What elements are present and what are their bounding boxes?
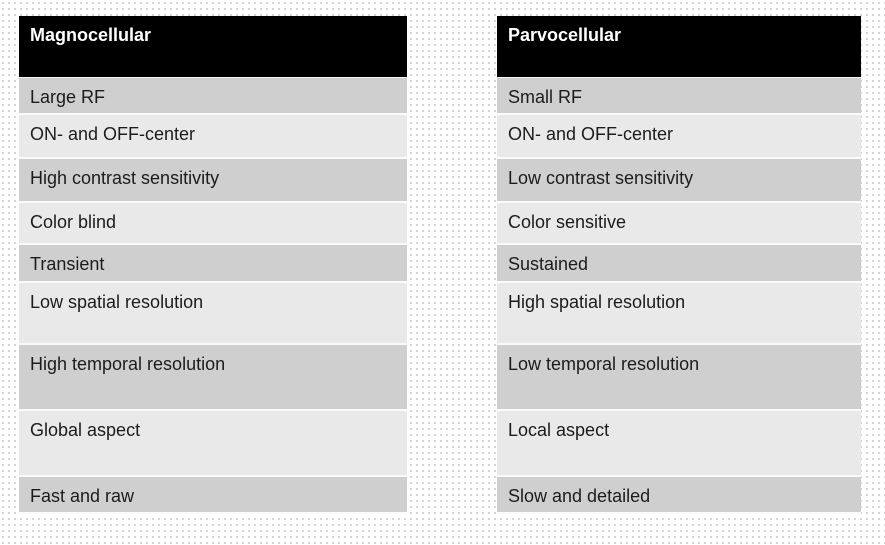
magnocellular-row-receptive-field: Large RF xyxy=(19,78,407,115)
magnocellular-row-spatial: Low spatial resolution xyxy=(19,283,407,345)
parvocellular-row-spatial: High spatial resolution xyxy=(497,283,861,345)
magnocellular-row-aspect: Global aspect xyxy=(19,411,407,477)
parvocellular-row-contrast: Low contrast sensitivity xyxy=(497,159,861,203)
magnocellular-row-temporal: High temporal resolution xyxy=(19,345,407,411)
parvocellular-table: Parvocellular Small RF ON- and OFF-cente… xyxy=(497,16,861,514)
parvocellular-row-receptive-field: Small RF xyxy=(497,78,861,115)
magnocellular-row-contrast: High contrast sensitivity xyxy=(19,159,407,203)
parvocellular-row-speed: Slow and detailed xyxy=(497,477,861,514)
parvocellular-header: Parvocellular xyxy=(497,16,861,78)
parvocellular-row-aspect: Local aspect xyxy=(497,411,861,477)
magnocellular-table: Magnocellular Large RF ON- and OFF-cente… xyxy=(19,16,407,514)
magnocellular-row-speed: Fast and raw xyxy=(19,477,407,514)
magnocellular-row-center-type: ON- and OFF-center xyxy=(19,115,407,159)
magnocellular-row-color: Color blind xyxy=(19,203,407,245)
parvocellular-row-color: Color sensitive xyxy=(497,203,861,245)
magnocellular-header: Magnocellular xyxy=(19,16,407,78)
parvocellular-row-center-type: ON- and OFF-center xyxy=(497,115,861,159)
magnocellular-row-response: Transient xyxy=(19,245,407,283)
parvocellular-row-temporal: Low temporal resolution xyxy=(497,345,861,411)
parvocellular-row-response: Sustained xyxy=(497,245,861,283)
